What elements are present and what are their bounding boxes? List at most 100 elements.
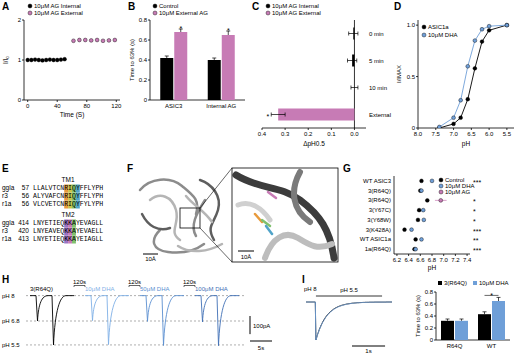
point <box>459 116 463 120</box>
legend-marker <box>153 4 157 8</box>
position: 414 <box>18 219 29 226</box>
legend-label: 3(R64Q) <box>444 280 467 286</box>
position: 56 <box>22 192 30 199</box>
point <box>414 247 418 251</box>
x-axis <box>24 100 120 101</box>
x-tick <box>443 254 444 256</box>
x-tick-label: 8.0 <box>414 131 423 137</box>
x-tick-label: 6.5 <box>467 131 476 137</box>
y-axis-label: I/I₀ <box>2 56 9 64</box>
error-bar <box>498 297 499 301</box>
category-label: 1a(R64Q) <box>365 246 391 252</box>
error-cap <box>460 319 464 320</box>
sequence: LNYETIEQKKAYEVAGLL <box>33 220 103 227</box>
point <box>107 39 111 43</box>
point <box>420 179 424 183</box>
plot-area <box>271 28 358 121</box>
point <box>55 58 59 62</box>
ribbon <box>140 180 197 214</box>
interval-bracket <box>184 285 195 286</box>
point <box>59 58 63 62</box>
legend-label: 10μM DHA <box>479 280 508 286</box>
y-tick-label: 0.4 <box>139 57 148 63</box>
x-tick <box>285 128 286 130</box>
x-tick <box>467 254 468 256</box>
interval-bracket <box>85 286 86 288</box>
x-tick-label: 80 <box>83 103 90 109</box>
legend-marker <box>439 184 443 188</box>
y-tick-label: 0.6 <box>425 301 434 307</box>
x-tick-label: 6.2 <box>393 257 402 263</box>
legend-marker <box>473 281 477 285</box>
point <box>29 58 33 62</box>
residue <box>266 226 272 234</box>
x-tick-label: 0.4 <box>258 131 267 137</box>
y-tick <box>148 60 150 61</box>
zoom-frame <box>232 168 338 262</box>
point <box>33 58 37 62</box>
residue <box>255 214 262 222</box>
error-cap <box>212 58 216 59</box>
x-axis <box>262 128 366 129</box>
scale-label: 10Å <box>241 254 252 260</box>
y-tick <box>434 292 436 293</box>
category-label: WT ASIC1a <box>360 236 392 242</box>
error-cap <box>446 319 450 320</box>
stimulus-label: pH 5.5 <box>340 287 358 293</box>
interval-bracket <box>184 286 185 288</box>
legend-marker <box>153 11 157 15</box>
y-tick-label: 0 <box>144 97 148 103</box>
y-tick <box>434 340 436 341</box>
plot-area <box>403 179 447 251</box>
ribbon <box>142 214 170 229</box>
y-tick <box>416 25 418 26</box>
position: 420 <box>18 227 29 234</box>
panel-letter: C <box>252 1 259 12</box>
y-tick-label: 0.8 <box>425 289 434 295</box>
x-tick-label: 6.0 <box>485 131 494 137</box>
panel-letter: E <box>2 163 9 174</box>
x-tick-label: 7.0 <box>449 131 458 137</box>
y-tick-label: 0.2 <box>139 77 148 83</box>
x-tick <box>455 254 456 256</box>
point <box>41 59 45 63</box>
bar <box>222 35 235 100</box>
x-tick-label: 40 <box>54 103 61 109</box>
category-label: R64Q <box>447 343 463 349</box>
point <box>425 198 429 202</box>
y-tick-label: 0 <box>18 97 22 103</box>
position: 56 <box>22 200 30 207</box>
point <box>439 198 443 202</box>
legend-label: 10μM AG Internal <box>34 3 81 9</box>
point <box>420 237 424 241</box>
x-tick <box>308 128 309 130</box>
error-cap <box>483 311 487 312</box>
x-tick-label: 6.8 <box>428 257 437 263</box>
sequence: VLCVETCNRIQYFYLYPH <box>33 201 103 208</box>
y-tick-label: 0.8 <box>139 17 148 23</box>
figure: ABCDEFGHI01204080120Time (S)I/I₀10μM AG … <box>0 0 520 354</box>
ribbon <box>194 200 205 236</box>
trace-label: 10μM DHA <box>85 286 114 292</box>
x-tick-label: 7.4 <box>463 257 472 263</box>
level-label: pH 8 <box>2 293 15 299</box>
legend-marker <box>422 25 426 29</box>
y-axis-label: Time to 63% (s) <box>129 39 135 81</box>
scale-label: 1s <box>365 348 371 354</box>
x-tick-label: 7.2 <box>451 257 460 263</box>
point <box>72 39 76 43</box>
species: r1a <box>2 235 12 242</box>
x-axis <box>418 128 514 129</box>
x-tick <box>396 254 397 256</box>
y-tick-label: 0.5 <box>407 74 416 80</box>
error-bar <box>271 114 285 115</box>
trace-label: 50μM DHA <box>140 286 169 292</box>
category-label: 3(R64Q) <box>368 188 391 194</box>
ribbon <box>150 196 180 240</box>
point <box>414 237 418 241</box>
significance: * <box>473 208 476 215</box>
legend-marker <box>266 11 270 15</box>
point <box>466 97 470 101</box>
error-bar <box>484 312 485 314</box>
legend-marker <box>28 11 32 15</box>
